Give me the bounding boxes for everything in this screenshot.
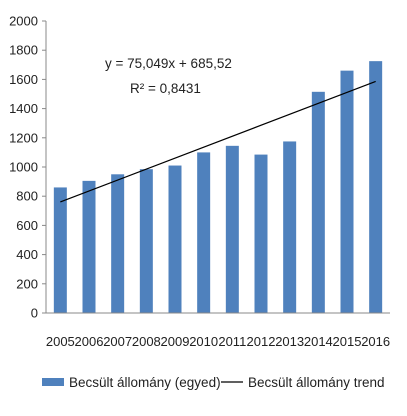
x-tick-label: 2008 [132, 334, 161, 349]
y-tick-label: 400 [16, 247, 38, 262]
trend-equation: y = 75,049x + 685,52 [105, 56, 232, 71]
bar-2009 [168, 165, 182, 313]
bar-2012 [254, 154, 268, 313]
x-axis-tick-labels: 2005 2006 2007 2008 2009 2010 2011 2012 2013 2014… [46, 334, 390, 349]
legend-label-trend: Becsült állomány trend [248, 375, 385, 390]
x-tick-label: 2010 [189, 334, 218, 349]
bar-2011 [225, 145, 239, 313]
bar-2007 [111, 174, 125, 313]
legend-label-bar: Becsült állomány (egyed) [69, 375, 221, 390]
x-tick-label: 2007 [103, 334, 132, 349]
x-tick-label: 2011 [218, 334, 246, 349]
x-tick-label: 2012 [247, 334, 276, 349]
bar-2006 [82, 180, 96, 313]
x-tick-label: 2006 [75, 334, 104, 349]
y-tick-label: 1800 [9, 43, 38, 58]
legend-swatch-bar [42, 378, 64, 386]
bar-2005 [53, 187, 67, 313]
y-axis-tick-labels: 0 200 400 600 800 1000 1200 1400 1600 1800 2000 [9, 14, 46, 321]
bar-2015 [340, 70, 354, 313]
legend: Becsült állomány (egyed) Becsült állomán… [42, 375, 385, 390]
y-tick-label: 1200 [9, 130, 38, 145]
y-tick-label: 0 [31, 306, 38, 321]
x-tick-label: 2013 [275, 334, 304, 349]
bar-2016 [369, 61, 383, 314]
x-tick-label: 2016 [361, 334, 390, 349]
bar-2014 [311, 91, 325, 313]
y-tick-label: 1000 [9, 160, 38, 175]
bar-2010 [197, 152, 211, 313]
trend-r-squared: R² = 0,8431 [130, 81, 201, 96]
x-tick-label: 2005 [46, 334, 75, 349]
y-tick-label: 600 [16, 218, 38, 233]
y-tick-label: 2000 [9, 14, 38, 29]
y-tick-label: 800 [16, 189, 38, 204]
bar-2013 [283, 141, 297, 313]
bar-series [53, 61, 383, 314]
x-tick-label: 2015 [333, 334, 362, 349]
y-tick-label: 1400 [9, 101, 38, 116]
trend-line [60, 80, 376, 203]
x-tick-label: 2014 [304, 334, 333, 349]
bar-2008 [139, 169, 153, 313]
x-tick-label: 2009 [161, 334, 190, 349]
y-tick-label: 200 [16, 276, 38, 291]
y-tick-label: 1600 [9, 72, 38, 87]
